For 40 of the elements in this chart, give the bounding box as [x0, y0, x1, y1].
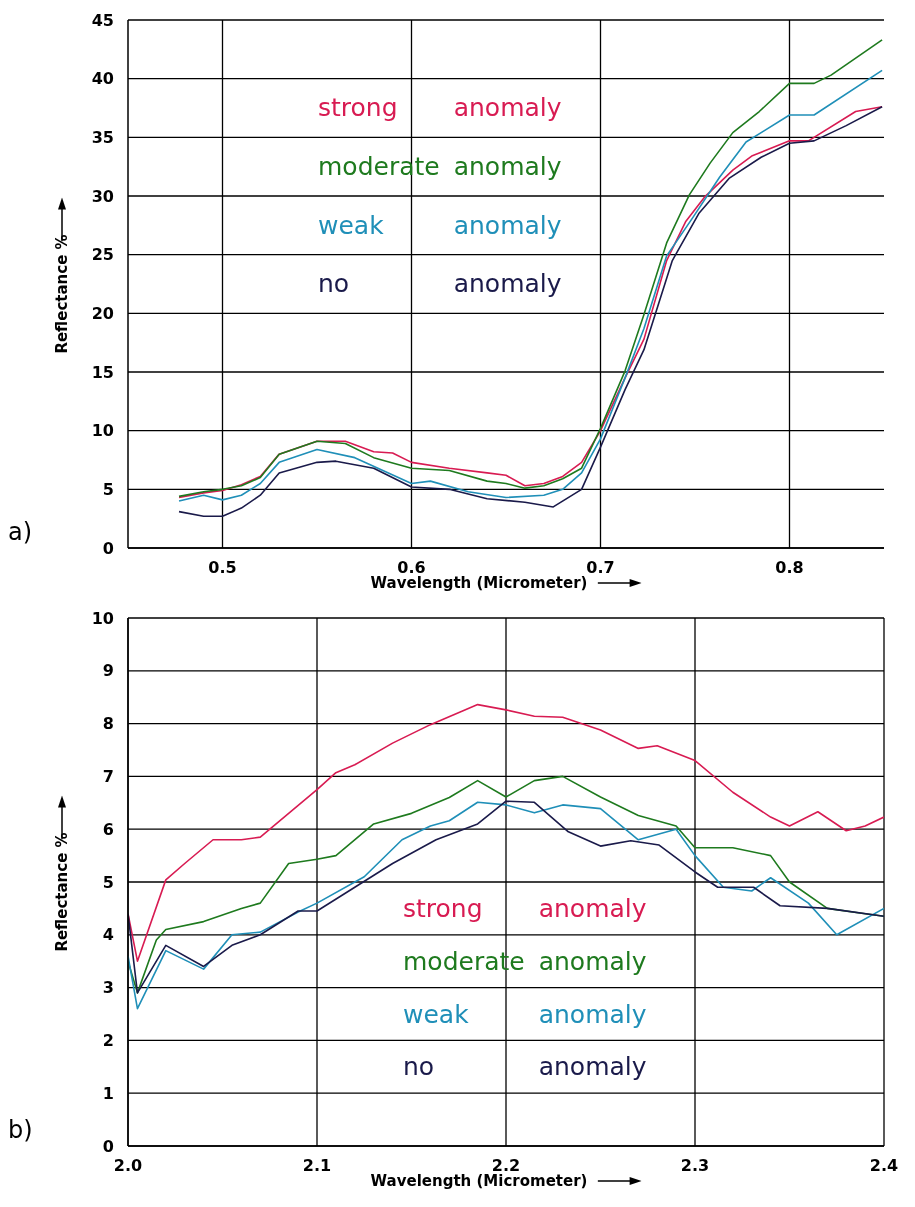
- x-tick-label: 0.5: [208, 558, 237, 578]
- y-tick-label: 5: [102, 480, 114, 500]
- y-tick-label: 4: [102, 925, 114, 945]
- y-tick-label: 45: [91, 10, 114, 30]
- x-axis-title: Wavelength (Micrometer): [370, 574, 588, 592]
- x-tick-label: 2.0: [113, 1156, 143, 1176]
- x-tick-label: 2.1: [302, 1156, 332, 1176]
- y-tick-label: 0: [102, 538, 114, 558]
- y-tick-label: 15: [91, 362, 114, 382]
- x-tick-label: 2.4: [869, 1156, 899, 1176]
- y-tick-label: 5: [102, 872, 114, 892]
- x-axis-title: Wavelength (Micrometer): [370, 1172, 588, 1190]
- y-tick-label: 20: [91, 304, 114, 324]
- y-axis-title: Reflectance %: [53, 234, 71, 354]
- y-tick-label: 40: [91, 69, 114, 89]
- y-tick-label: 6: [102, 819, 114, 839]
- y-tick-label: 2: [102, 1031, 114, 1051]
- x-tick-label: 2.3: [680, 1156, 710, 1176]
- y-tick-label: 3: [102, 978, 114, 998]
- x-tick-label: 0.7: [586, 558, 615, 578]
- y-tick-label: 1: [102, 1083, 114, 1103]
- y-tick-label: 8: [102, 714, 114, 734]
- text: weak anomaly: [403, 999, 647, 1029]
- text: strong anomaly: [403, 893, 647, 923]
- text: a): [8, 518, 33, 546]
- y-tick-label: 9: [102, 661, 114, 681]
- y-axis-title: Reflectance %: [53, 832, 71, 952]
- y-tick-label: 30: [91, 186, 114, 206]
- y-tick-label: 35: [91, 128, 114, 148]
- text: b): [8, 1116, 33, 1144]
- y-tick-label: 10: [91, 608, 114, 628]
- y-tick-label: 10: [91, 421, 114, 441]
- text: no anomaly: [403, 1052, 647, 1082]
- text: strong anomaly: [318, 93, 562, 123]
- text: no anomaly: [318, 269, 562, 299]
- y-tick-label: 7: [102, 767, 114, 787]
- y-tick-label: 25: [91, 245, 114, 265]
- y-tick-label: 0: [102, 1136, 114, 1156]
- text: weak anomaly: [318, 210, 562, 240]
- x-tick-label: 0.8: [775, 558, 804, 578]
